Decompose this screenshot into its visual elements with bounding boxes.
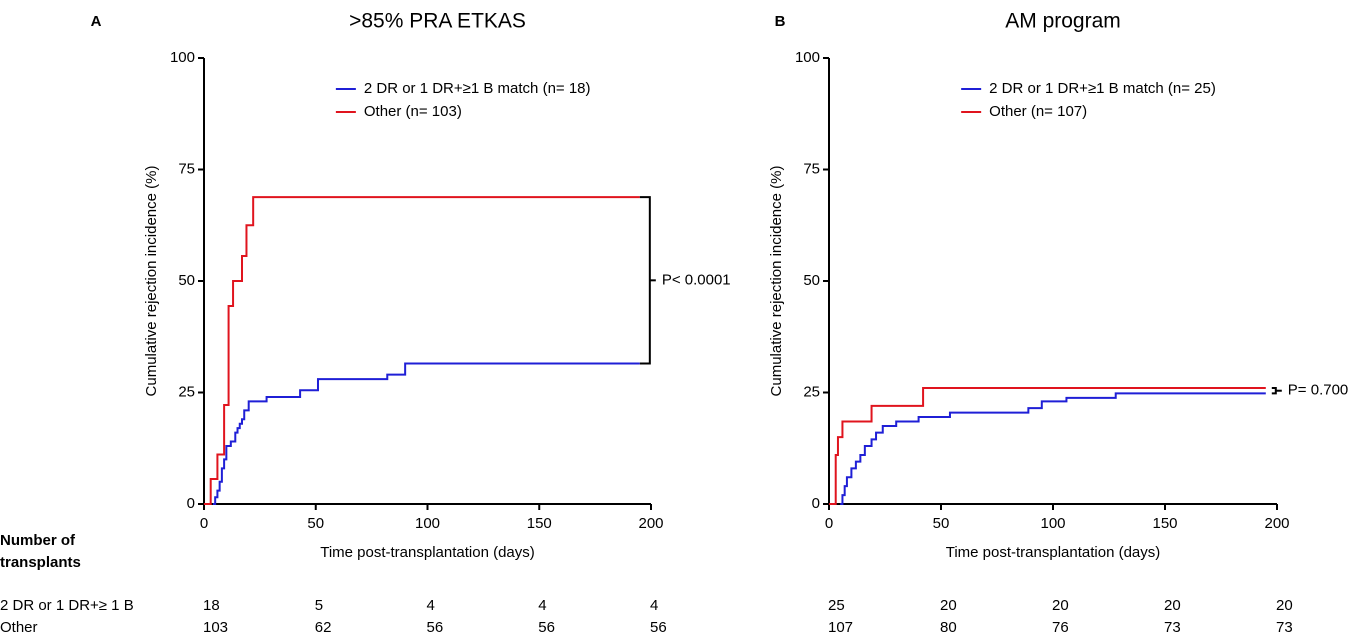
at-risk-count: 4 (650, 597, 658, 614)
chart-title: >85% PRA ETKAS (349, 10, 526, 33)
y-tick-label: 25 (803, 383, 820, 400)
legend-label: Other (n= 107) (989, 103, 1087, 120)
p-value: P= 0.700 (1288, 382, 1348, 399)
series-line (212, 362, 640, 505)
risk-table-title: Number of transplants (0, 532, 81, 571)
at-risk-count: 56 (538, 619, 555, 636)
x-tick-label: 50 (307, 515, 324, 532)
risk-row-label: 2 DR or 1 DR+≥ 1 B (0, 597, 134, 614)
x-tick-label: 0 (825, 515, 833, 532)
y-tick-label: 50 (803, 272, 820, 289)
y-tick-label: 0 (812, 495, 820, 512)
p-bracket (639, 196, 651, 365)
at-risk-count: 103 (203, 619, 228, 636)
x-tick-label: 50 (933, 515, 950, 532)
x-tick-label: 100 (1040, 515, 1065, 532)
at-risk-count: 18 (203, 597, 220, 614)
series-line (840, 392, 1266, 505)
risk-row-label: Other (0, 619, 38, 636)
at-risk-count: 4 (538, 597, 546, 614)
at-risk-count: 76 (1052, 619, 1069, 636)
panel-letter: B (775, 13, 786, 30)
at-risk-count: 56 (427, 619, 444, 636)
y-tick-label: 75 (803, 160, 820, 177)
y-axis-label: Cumulative rejection incidence (%) (768, 166, 785, 397)
y-tick-label: 100 (795, 49, 820, 66)
at-risk-count: 80 (940, 619, 957, 636)
at-risk-count: 5 (315, 597, 323, 614)
chart-title: AM program (1005, 10, 1121, 33)
at-risk-count: 4 (427, 597, 435, 614)
x-tick-label: 200 (1264, 515, 1289, 532)
at-risk-count: 25 (828, 597, 845, 614)
x-tick-label: 0 (200, 515, 208, 532)
p-value: P< 0.0001 (662, 271, 731, 288)
at-risk-count: 62 (315, 619, 332, 636)
at-risk-count: 20 (1276, 597, 1293, 614)
y-tick-label: 0 (187, 495, 195, 512)
at-risk-count: 73 (1164, 619, 1181, 636)
x-tick-label: 150 (1152, 515, 1177, 532)
p-bracket (1271, 387, 1277, 395)
x-axis-label: Time post-transplantation (days) (946, 544, 1161, 561)
legend-label: Other (n= 103) (364, 103, 462, 120)
x-tick-label: 150 (527, 515, 552, 532)
y-tick-label: 25 (178, 383, 195, 400)
at-risk-count: 20 (940, 597, 957, 614)
at-risk-count: 107 (828, 619, 853, 636)
panel-letter: A (91, 13, 102, 30)
y-tick-label: 75 (178, 160, 195, 177)
y-tick-label: 50 (178, 272, 195, 289)
series-line (204, 196, 640, 505)
legend-label: 2 DR or 1 DR+≥1 B match (n= 18) (364, 80, 591, 97)
at-risk-count: 20 (1052, 597, 1069, 614)
legend-label: 2 DR or 1 DR+≥1 B match (n= 25) (989, 80, 1216, 97)
series-line (829, 387, 1266, 505)
y-axis-label: Cumulative rejection incidence (%) (143, 166, 160, 397)
at-risk-count: 73 (1276, 619, 1293, 636)
x-axis-label: Time post-transplantation (days) (320, 544, 535, 561)
x-tick-label: 100 (415, 515, 440, 532)
at-risk-count: 20 (1164, 597, 1181, 614)
at-risk-count: 56 (650, 619, 667, 636)
y-tick-label: 100 (170, 49, 195, 66)
x-tick-label: 200 (638, 515, 663, 532)
